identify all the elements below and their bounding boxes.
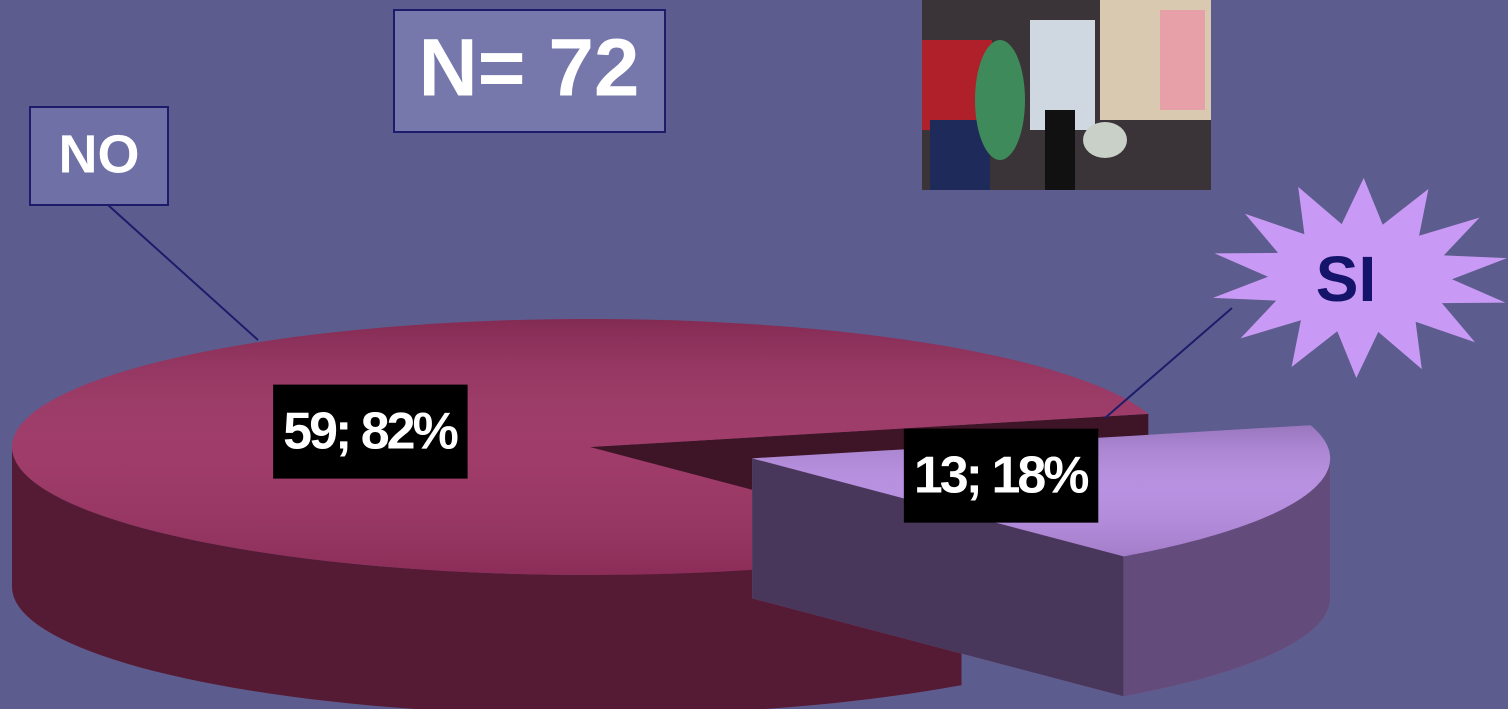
slice-wall-shade: [1123, 458, 1331, 697]
starburst: [1213, 178, 1507, 378]
data-label: 59; 82%: [283, 402, 457, 460]
category-label: SI: [1316, 243, 1376, 315]
slice-wall-shade: [12, 447, 962, 709]
leader-line: [107, 204, 259, 341]
annotation: N= 72: [418, 23, 639, 114]
leader-line: [1104, 307, 1233, 419]
slice-top-shade: [12, 319, 1149, 575]
category-label: NO: [59, 124, 140, 184]
slice: 13; 18%: [752, 425, 1331, 697]
slice-wall: [1123, 458, 1331, 697]
data-label-box: [273, 384, 468, 479]
pie: 59; 82% 13; 18%: [12, 319, 1331, 709]
photo: [922, 0, 1211, 190]
slice-wall: [12, 447, 962, 709]
annotation-box: [393, 9, 666, 133]
category-box: [29, 106, 169, 206]
data-label-box: [903, 428, 1099, 523]
slice-face-shade: [752, 458, 1124, 697]
data-label: 13; 18%: [914, 446, 1088, 504]
